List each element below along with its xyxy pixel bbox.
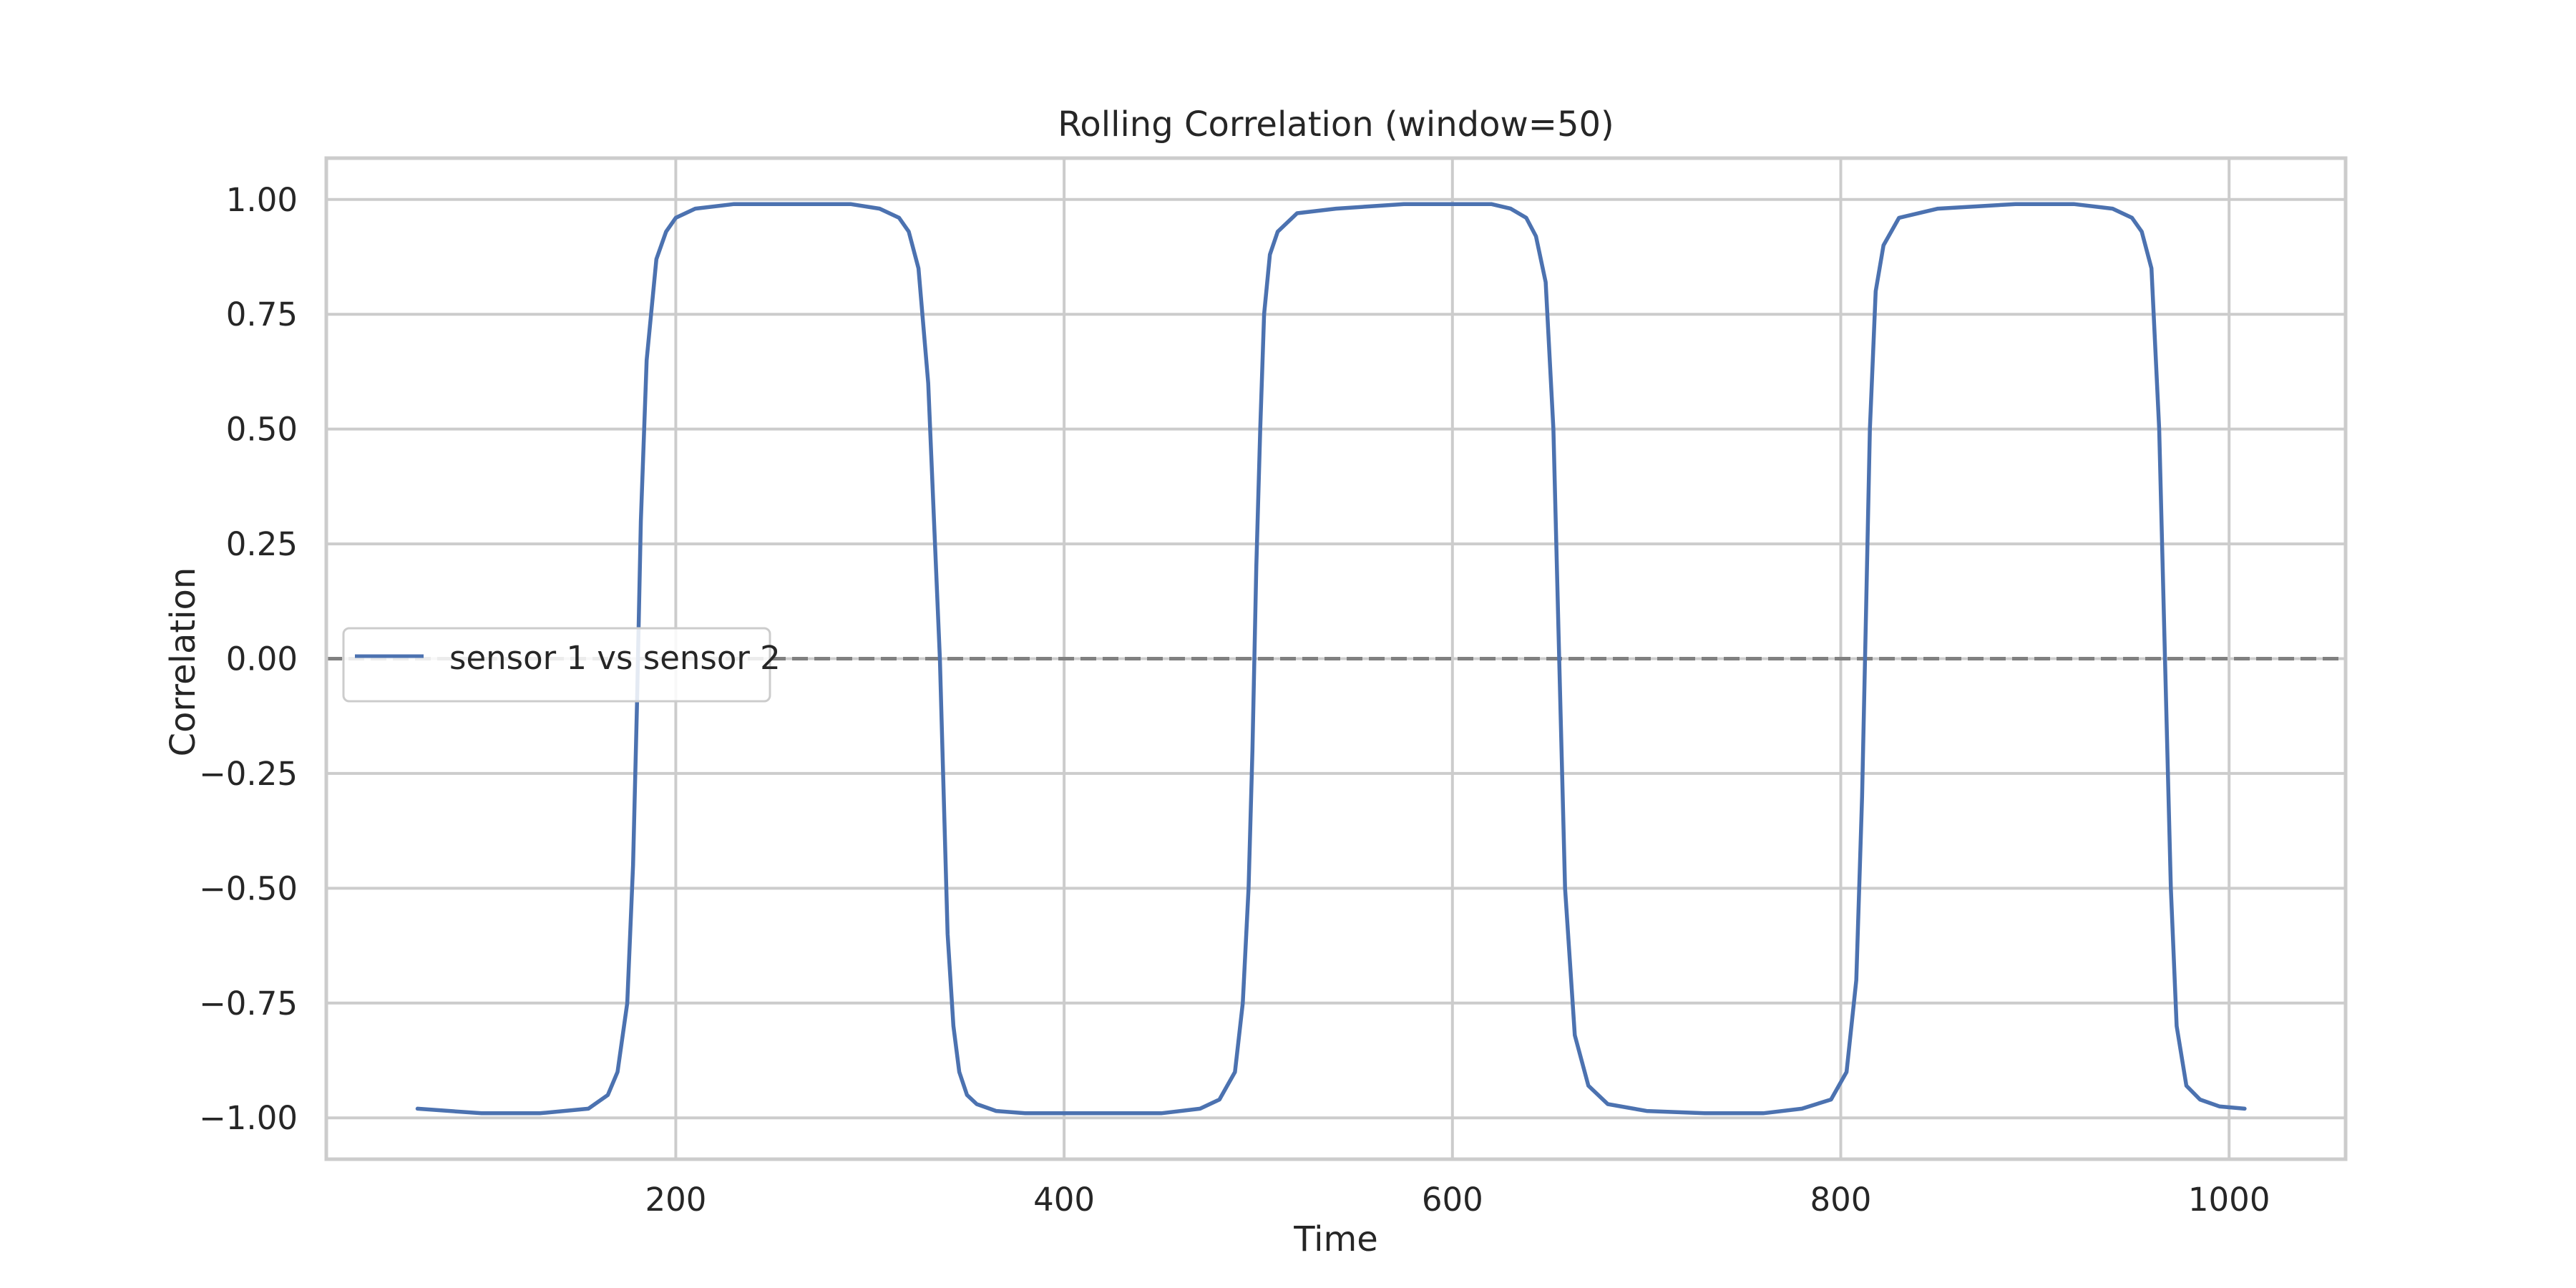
legend: sensor 1 vs sensor 2 — [342, 627, 781, 703]
legend-entry-label: sensor 1 vs sensor 2 — [449, 639, 781, 677]
x-tick-label: 600 — [1422, 1181, 1483, 1219]
x-tick-label: 1000 — [2188, 1181, 2270, 1219]
series-line — [415, 202, 2247, 1116]
y-tick-label: −1.00 — [199, 1099, 298, 1137]
y-tick-label: 0.50 — [226, 411, 298, 449]
series-group — [415, 202, 2247, 1116]
x-axis-label: Time — [1293, 1219, 1377, 1259]
y-tick-label: −0.50 — [199, 869, 298, 907]
x-tick-label: 200 — [645, 1181, 706, 1219]
x-tick-label: 800 — [1810, 1181, 1872, 1219]
y-tick-label: 0.00 — [226, 640, 298, 678]
x-tick-label: 400 — [1033, 1181, 1095, 1219]
x-tick-labels: 200 400 600 800 1000 — [645, 1181, 2270, 1219]
y-tick-label: 0.75 — [226, 296, 298, 333]
y-tick-label: −0.25 — [199, 755, 298, 793]
y-axis-label: Correlation — [163, 567, 203, 757]
y-tick-label: 0.25 — [226, 525, 298, 563]
chart-title: Rolling Correlation (window=50) — [1058, 104, 1614, 145]
y-tick-labels: 1.00 0.75 0.50 0.25 0.00 −0.25 −0.50 −0.75 −1.00 — [199, 181, 298, 1137]
y-tick-label: −0.75 — [199, 985, 298, 1023]
legend-frame — [342, 627, 771, 703]
plot-frame — [324, 156, 2348, 1161]
y-tick-label: 1.00 — [226, 181, 298, 219]
